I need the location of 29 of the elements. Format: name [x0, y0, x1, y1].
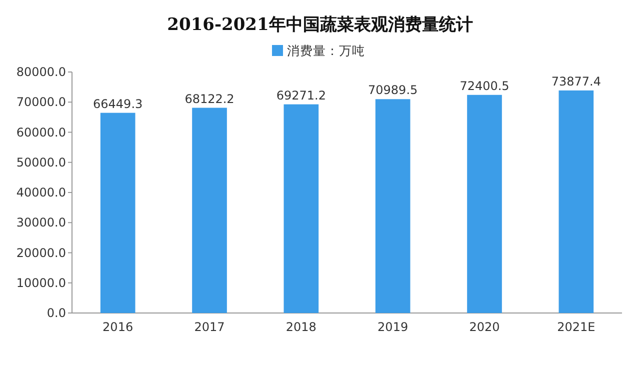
bar [284, 104, 319, 313]
bar [558, 90, 594, 313]
y-tick-label: 30000.0 [16, 216, 66, 230]
bar [100, 112, 136, 313]
bar [467, 94, 502, 313]
y-tick-label: 0.0 [46, 306, 66, 320]
y-tick-label: 40000.0 [16, 186, 66, 200]
bar [192, 108, 227, 313]
data-label: 69271.2 [276, 88, 326, 102]
data-label: 70989.5 [368, 83, 418, 98]
x-tick-label: 2017 [194, 320, 225, 334]
x-tick-label: 2019 [378, 320, 408, 334]
y-tick-label: 20000.0 [16, 246, 66, 260]
legend-label: 消费量：万吨 [287, 43, 365, 58]
y-tick-label: 80000.0 [16, 65, 66, 79]
chart-title: 2016-2021年中国蔬菜表观消费量统计 [167, 15, 473, 35]
x-tick-label: 2020 [469, 320, 500, 334]
data-label: 72400.5 [460, 78, 510, 93]
x-tick-label: 2021E [557, 320, 596, 334]
data-label: 68122.2 [184, 92, 234, 106]
bar [375, 99, 410, 313]
x-tick-label: 2016 [102, 320, 134, 334]
x-tick-label: 2018 [286, 320, 316, 334]
data-label: 66449.3 [93, 96, 143, 111]
y-tick-label: 70000.0 [16, 95, 66, 110]
data-label: 73877.4 [551, 74, 601, 88]
y-tick-label: 50000.0 [16, 155, 66, 170]
y-tick-label: 10000.0 [16, 276, 66, 290]
y-tick-label: 60000.0 [16, 125, 66, 140]
